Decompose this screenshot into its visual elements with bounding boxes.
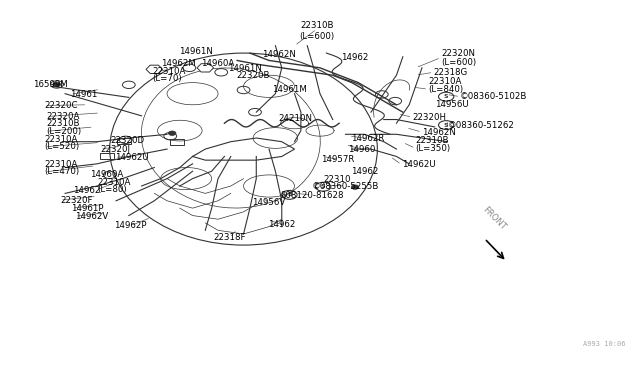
Text: (L=200): (L=200) [46, 127, 81, 136]
Text: 14962U: 14962U [115, 153, 148, 162]
Text: 14960A: 14960A [202, 59, 235, 68]
Circle shape [168, 131, 176, 135]
Text: ©08360-51262: ©08360-51262 [447, 121, 515, 129]
Bar [100, 153, 113, 159]
Text: 14962P: 14962P [114, 221, 147, 230]
Text: (L=70): (L=70) [152, 74, 182, 83]
Text: 14956V: 14956V [252, 198, 285, 207]
Text: 22310B: 22310B [300, 21, 333, 30]
Text: 14956U: 14956U [435, 100, 468, 109]
Text: ©08360-5255B: ©08360-5255B [312, 182, 379, 191]
Text: 22320N: 22320N [441, 49, 475, 58]
Text: FRONT: FRONT [481, 205, 508, 232]
Text: 22310A: 22310A [45, 135, 78, 144]
Polygon shape [197, 64, 214, 72]
Circle shape [351, 185, 359, 189]
Text: A993 10:06: A993 10:06 [584, 341, 626, 347]
Text: 14957R: 14957R [321, 155, 355, 164]
Text: S: S [321, 184, 326, 189]
Text: 22310B: 22310B [46, 119, 79, 128]
Text: (L=600): (L=600) [441, 58, 476, 67]
Text: 14961N: 14961N [179, 47, 212, 56]
Text: 22310A: 22310A [97, 178, 131, 187]
Text: 22320D: 22320D [111, 137, 145, 145]
Text: 22310: 22310 [323, 175, 351, 184]
Text: 22320C: 22320C [44, 101, 77, 110]
Text: ©08360-5102B: ©08360-5102B [460, 92, 527, 101]
Text: (L=80): (L=80) [97, 185, 127, 194]
Text: 14962R: 14962R [351, 134, 385, 143]
Text: 22320F: 22320F [60, 196, 93, 205]
Text: (L=840): (L=840) [428, 85, 463, 94]
Text: 22320A: 22320A [46, 112, 79, 121]
Text: 14961M: 14961M [272, 85, 307, 94]
Text: 16599M: 16599M [33, 80, 68, 89]
Text: S: S [444, 123, 449, 128]
Text: (L=350): (L=350) [415, 144, 451, 153]
Text: S: S [444, 94, 449, 99]
Text: 22320B: 22320B [236, 71, 270, 80]
Text: 22310A: 22310A [152, 67, 186, 76]
Text: (L=470): (L=470) [45, 167, 80, 176]
Text: 14962: 14962 [351, 167, 378, 176]
Text: 14962: 14962 [341, 53, 369, 62]
Text: 22320J: 22320J [100, 145, 130, 154]
Polygon shape [146, 65, 163, 74]
Text: 14960A: 14960A [90, 170, 123, 179]
Text: 14962: 14962 [268, 220, 296, 229]
Text: 24210N: 24210N [279, 114, 313, 123]
Text: 14962N: 14962N [262, 51, 296, 60]
Text: 22320H: 22320H [412, 113, 446, 122]
Text: 14961: 14961 [70, 90, 97, 99]
Text: 22318F: 22318F [213, 233, 246, 242]
Circle shape [53, 82, 61, 87]
Text: 22318G: 22318G [433, 68, 468, 77]
Text: (L=520): (L=520) [45, 142, 80, 151]
Text: 14962V: 14962V [75, 212, 108, 221]
Text: 22310A: 22310A [45, 160, 78, 169]
Text: B: B [287, 192, 292, 198]
Text: 14962: 14962 [73, 186, 100, 195]
Text: 22310A: 22310A [428, 77, 461, 86]
Text: 22310B: 22310B [415, 137, 449, 145]
Text: (L=600): (L=600) [300, 32, 334, 41]
Text: 14961P: 14961P [72, 203, 104, 213]
Text: ß08120-81628: ß08120-81628 [280, 191, 344, 200]
Text: 14960: 14960 [348, 145, 375, 154]
Bar [117, 138, 131, 144]
Text: 14962U: 14962U [401, 160, 435, 169]
Bar [170, 140, 184, 145]
Text: 14962N: 14962N [422, 128, 456, 137]
Text: 14961N: 14961N [228, 64, 262, 73]
Text: 14962M: 14962M [161, 59, 196, 68]
